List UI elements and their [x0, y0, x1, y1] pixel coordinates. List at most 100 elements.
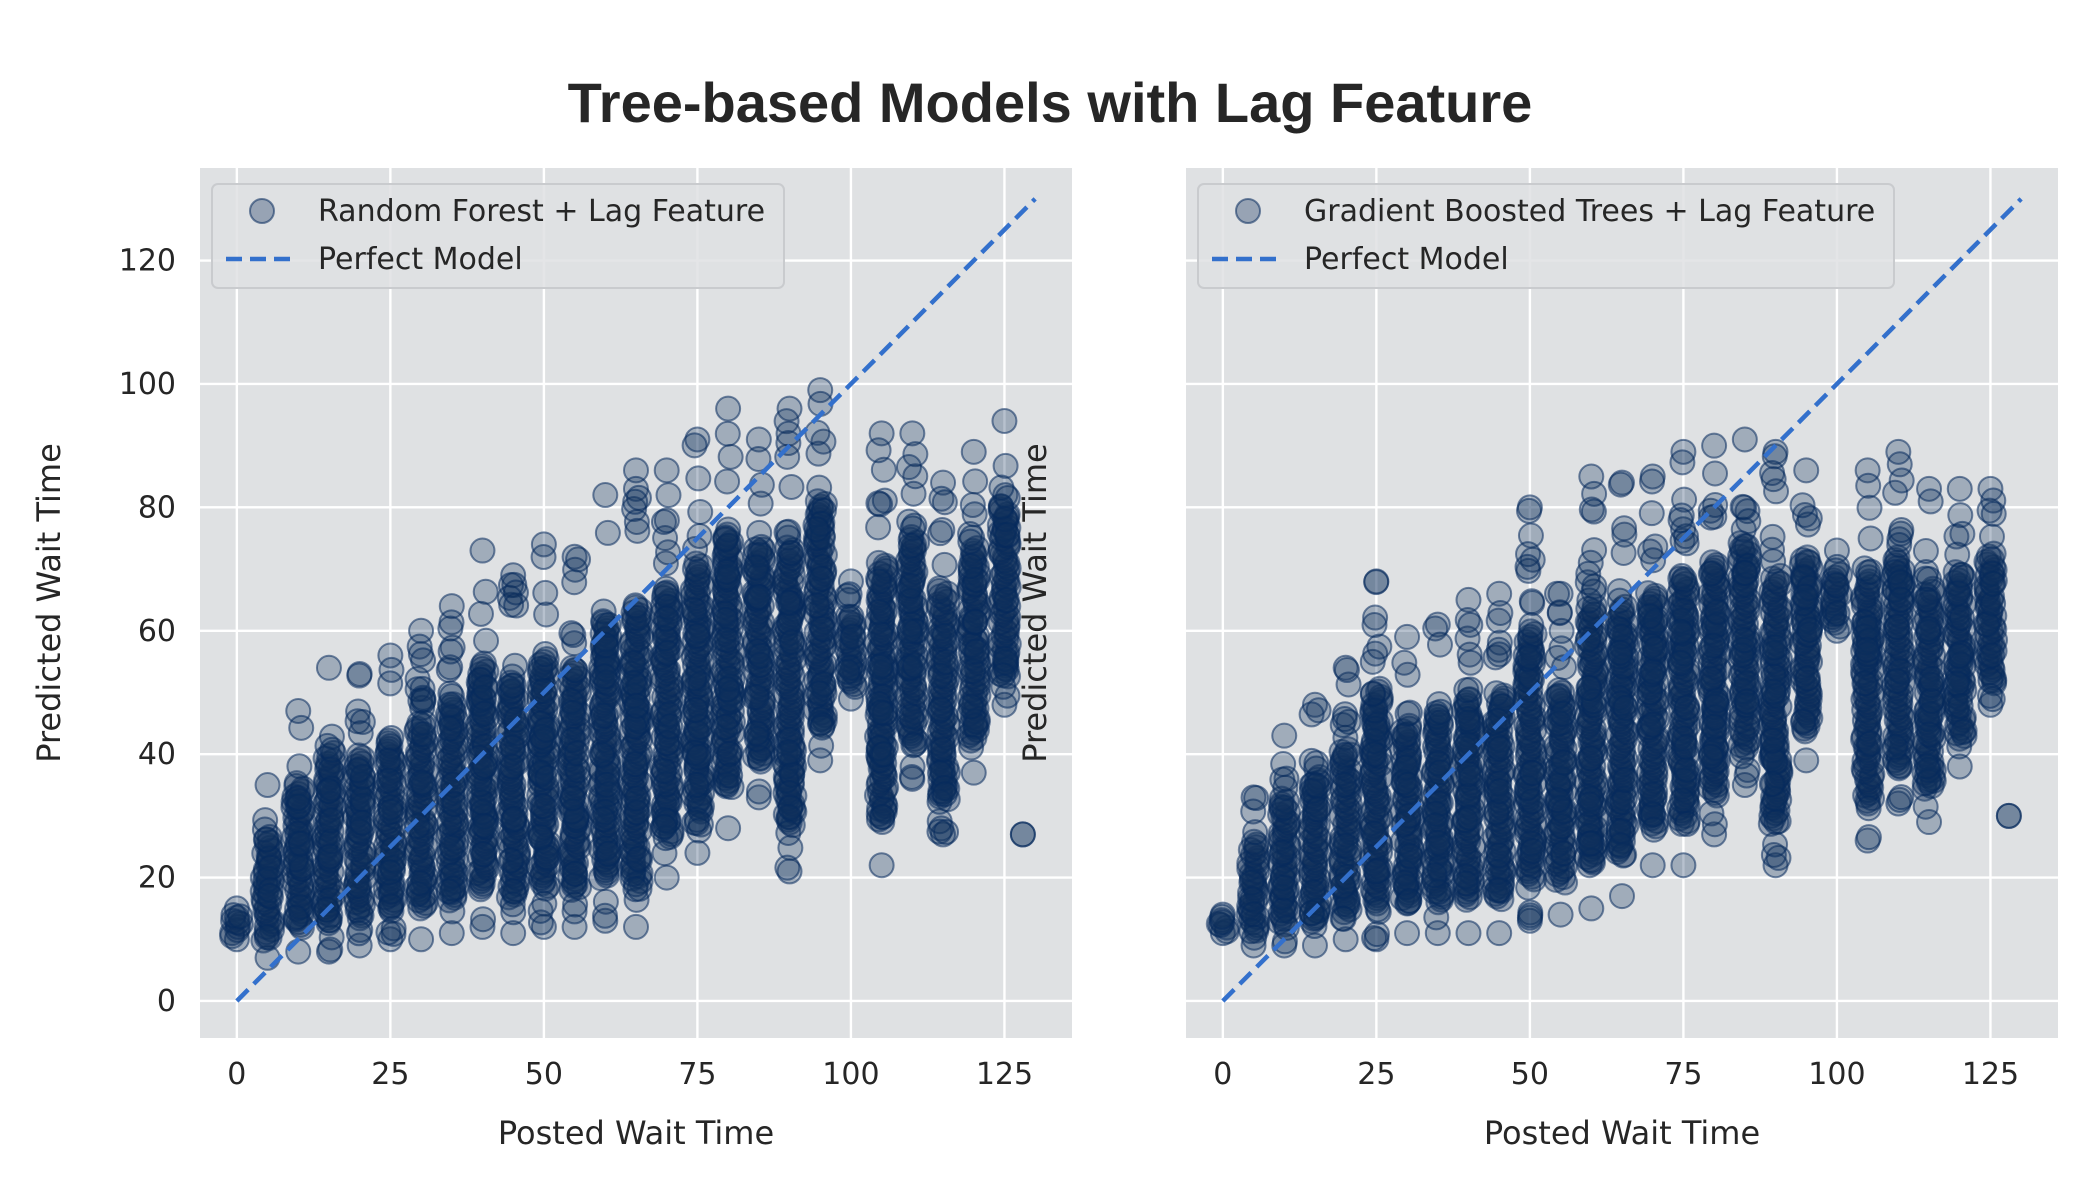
data-point — [1762, 634, 1789, 661]
data-point — [534, 764, 561, 791]
data-point — [410, 686, 437, 713]
data-point — [1455, 920, 1482, 947]
data-point — [957, 553, 984, 580]
data-point — [1515, 874, 1542, 901]
data-point — [1673, 734, 1700, 761]
data-point — [1667, 507, 1694, 534]
data-point — [686, 817, 713, 844]
data-point — [377, 798, 404, 825]
data-point — [745, 583, 772, 610]
data-point — [1331, 706, 1358, 733]
data-point — [1455, 782, 1482, 809]
data-point — [376, 859, 403, 886]
data-point — [1760, 466, 1787, 493]
data-point — [470, 906, 497, 933]
data-point — [717, 443, 744, 470]
data-point — [834, 582, 861, 609]
data-point — [870, 741, 897, 768]
legend-marker-scatter — [1235, 198, 1261, 224]
data-point — [532, 579, 559, 606]
data-point — [931, 489, 958, 516]
data-point — [227, 903, 254, 930]
data-point — [809, 615, 836, 642]
data-point — [469, 799, 496, 826]
data-point — [806, 680, 833, 707]
x-tick-label: 125 — [1962, 1057, 2019, 1092]
data-point — [1760, 678, 1787, 705]
data-point — [1391, 649, 1418, 676]
data-point — [1857, 525, 1884, 552]
data-point — [653, 864, 680, 891]
data-point — [962, 608, 989, 635]
data-point — [346, 662, 373, 689]
y-tick-label: 60 — [138, 614, 176, 649]
data-point — [1674, 810, 1701, 837]
data-point — [1789, 492, 1816, 519]
data-point — [1883, 613, 1910, 640]
data-point — [625, 845, 652, 872]
x-axis-label: Posted Wait Time — [1484, 1114, 1760, 1152]
data-point — [408, 769, 435, 796]
data-point — [1394, 623, 1421, 650]
data-point — [777, 794, 804, 821]
data-point — [1240, 901, 1267, 928]
data-point — [588, 741, 615, 768]
data-point — [1577, 830, 1604, 857]
data-point — [1363, 569, 1390, 596]
data-point — [774, 854, 801, 881]
data-point — [345, 920, 372, 947]
data-point — [1548, 635, 1575, 662]
data-point — [808, 565, 835, 592]
data-point — [809, 714, 836, 741]
data-point — [1915, 615, 1942, 642]
data-point — [561, 898, 588, 925]
data-point — [1883, 668, 1910, 695]
data-point — [1882, 734, 1909, 761]
data-point — [592, 902, 619, 929]
data-point — [441, 791, 468, 818]
data-point — [623, 913, 649, 940]
data-point — [471, 700, 498, 727]
data-point — [1790, 708, 1817, 735]
data-point — [1667, 649, 1694, 676]
data-point — [867, 621, 894, 648]
data-point — [1452, 870, 1479, 897]
data-point — [1855, 795, 1882, 822]
data-point — [375, 919, 402, 946]
data-point — [1793, 457, 1820, 484]
data-point — [622, 876, 649, 903]
data-point — [1330, 905, 1357, 932]
data-point — [624, 517, 651, 544]
data-point — [1241, 924, 1268, 951]
data-point — [683, 771, 710, 798]
data-point — [436, 691, 463, 718]
data-point — [622, 488, 649, 515]
data-point — [252, 807, 279, 834]
data-point — [958, 734, 985, 761]
data-point — [285, 938, 312, 965]
data-point — [349, 786, 376, 813]
data-point — [1792, 583, 1819, 610]
data-point — [437, 615, 464, 642]
data-point — [563, 740, 590, 767]
data-point — [1731, 426, 1758, 453]
data-point — [499, 672, 526, 699]
data-point — [747, 642, 774, 669]
data-point — [685, 465, 712, 492]
data-point — [1487, 599, 1514, 626]
data-point — [1912, 586, 1939, 613]
data-point — [962, 468, 989, 495]
data-point — [1759, 523, 1786, 550]
data-point — [1918, 687, 1945, 714]
data-point — [1426, 631, 1453, 658]
data-point — [378, 724, 405, 751]
data-point — [1697, 665, 1724, 692]
data-point — [1456, 804, 1483, 831]
data-point — [1550, 840, 1577, 867]
data-point — [1854, 636, 1881, 663]
data-point — [1761, 748, 1788, 775]
data-point — [931, 551, 958, 578]
data-point — [868, 852, 895, 879]
data-point — [1578, 895, 1605, 922]
data-point — [654, 639, 681, 666]
